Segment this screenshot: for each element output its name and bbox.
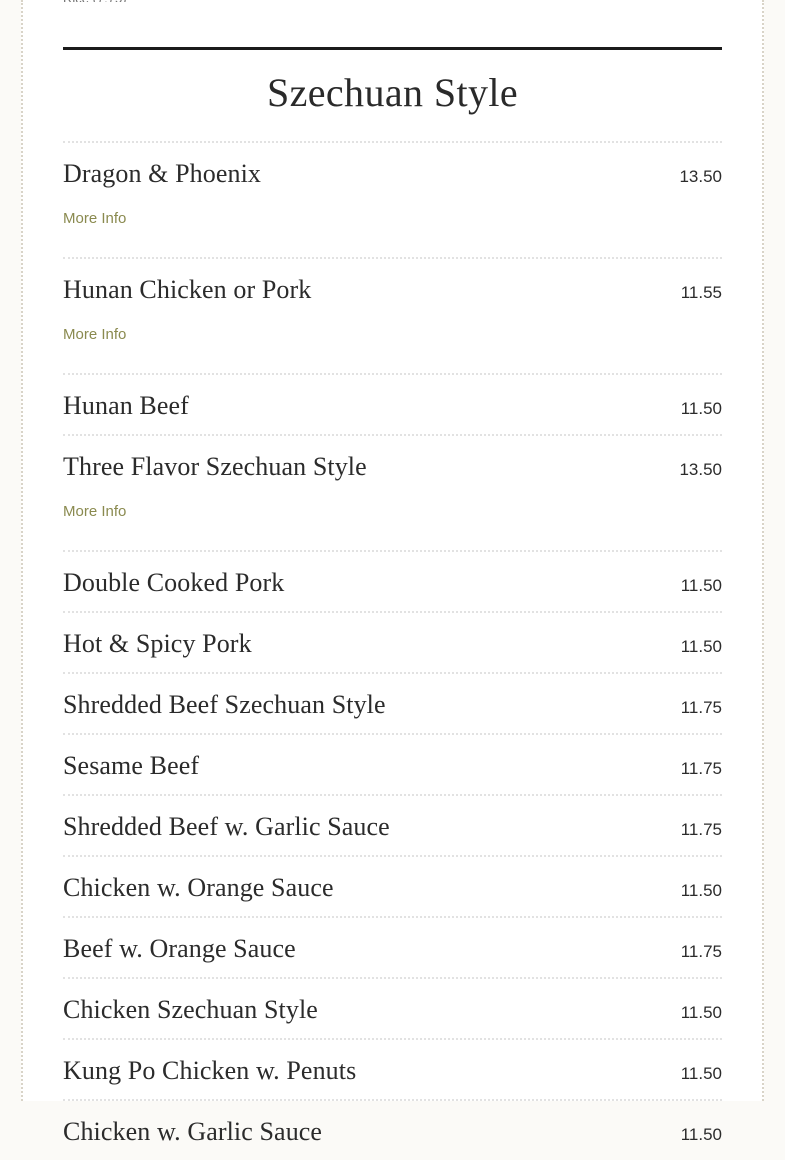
menu-item: Beef w. Orange Sauce 11.75 — [63, 916, 722, 977]
menu-item: Shredded Beef w. Garlic Sauce 11.75 — [63, 794, 722, 855]
menu-page-frame: Rice (7.75) Szechuan Style Dragon & Phoe… — [21, 0, 764, 1146]
menu-item-name: Shredded Beef w. Garlic Sauce — [63, 812, 390, 841]
menu-item-row: Chicken w. Garlic Sauce 11.50 — [63, 1101, 722, 1160]
menu-item-name: Three Flavor Szechuan Style — [63, 452, 367, 481]
page-title: Szechuan Style — [266, 70, 519, 115]
menu-item-price: 11.50 — [680, 1064, 722, 1083]
menu-item-name: Shredded Beef Szechuan Style — [63, 690, 386, 719]
previous-section-remnant: Rice (7.75) — [63, 0, 127, 2]
menu-item: Shredded Beef Szechuan Style 11.75 — [63, 672, 722, 733]
menu-item-price: 13.50 — [679, 460, 722, 479]
menu-item-row: Shredded Beef w. Garlic Sauce 11.75 — [63, 796, 722, 855]
menu-item-price: 11.50 — [680, 637, 722, 656]
menu-item-row: Kung Po Chicken w. Penuts 11.50 — [63, 1040, 722, 1099]
menu-item-price: 11.50 — [680, 576, 722, 595]
more-info-link[interactable]: More Info — [63, 326, 127, 343]
menu-item-price: 11.50 — [680, 1125, 722, 1144]
menu-item-name: Chicken w. Orange Sauce — [63, 873, 334, 902]
menu-item-row: Double Cooked Pork 11.50 — [63, 552, 722, 611]
menu-item: Double Cooked Pork 11.50 — [63, 550, 722, 611]
menu-item-row: Chicken Szechuan Style 11.50 — [63, 979, 722, 1038]
menu-page-content: Rice (7.75) Szechuan Style Dragon & Phoe… — [23, 0, 762, 1146]
menu-item-row: Hot & Spicy Pork 11.50 — [63, 613, 722, 672]
menu-item-row: Dragon & Phoenix 13.50 — [63, 143, 722, 195]
menu-item: Chicken Szechuan Style 11.50 — [63, 977, 722, 1038]
menu-item-row: Sesame Beef 11.75 — [63, 735, 722, 794]
menu-item-price: 11.75 — [680, 698, 722, 717]
menu-item: Hunan Beef 11.50 — [63, 373, 722, 434]
menu-item: Dragon & Phoenix 13.50 More Info — [63, 141, 722, 257]
menu-item-price: 11.50 — [680, 881, 722, 900]
menu-item-name: Hunan Chicken or Pork — [63, 275, 312, 304]
menu-item-row: Chicken w. Orange Sauce 11.50 — [63, 857, 722, 916]
more-info-link[interactable]: More Info — [63, 503, 127, 520]
menu-item: Hot & Spicy Pork 11.50 — [63, 611, 722, 672]
menu-item-price: 11.50 — [680, 1003, 722, 1022]
menu-item-name: Chicken w. Garlic Sauce — [63, 1117, 323, 1146]
menu-item: Three Flavor Szechuan Style 13.50 More Inf… — [63, 434, 722, 550]
menu-item-row: Hunan Chicken or Pork 11.55 — [63, 259, 722, 311]
menu-item-price: 13.50 — [679, 167, 722, 186]
more-info-link[interactable]: More Info — [63, 210, 127, 227]
menu-item-name: Sesame Beef — [63, 751, 200, 780]
menu-item-name: Double Cooked Pork — [63, 568, 285, 597]
section-divider-rule — [63, 47, 722, 50]
menu-item: Sesame Beef 11.75 — [63, 733, 722, 794]
menu-item-row: Shredded Beef Szechuan Style 11.75 — [63, 674, 722, 733]
menu-item: Hunan Chicken or Pork 11.55 More Info — [63, 257, 722, 373]
menu-item-name: Hot & Spicy Pork — [63, 629, 252, 658]
menu-item-price: 11.75 — [680, 942, 722, 961]
menu-item-price: 11.75 — [680, 820, 722, 839]
menu-item-name: Dragon & Phoenix — [63, 159, 262, 188]
menu-item-price: 11.50 — [680, 399, 722, 418]
menu-item-row: Beef w. Orange Sauce 11.75 — [63, 918, 722, 977]
menu-item-row: Three Flavor Szechuan Style 13.50 — [63, 436, 722, 488]
menu-item: Chicken w. Orange Sauce 11.50 — [63, 855, 722, 916]
menu-item: Chicken w. Garlic Sauce 11.50 — [63, 1099, 722, 1160]
menu-item-name: Chicken Szechuan Style — [63, 995, 318, 1024]
menu-item-row: Hunan Beef 11.50 — [63, 375, 722, 434]
menu-item: Kung Po Chicken w. Penuts 11.50 — [63, 1038, 722, 1099]
menu-item-list: Dragon & Phoenix 13.50 More Info Hunan Chic… — [63, 141, 722, 1160]
menu-item-price: 11.55 — [680, 283, 722, 302]
menu-item-name: Kung Po Chicken w. Penuts — [63, 1056, 357, 1085]
menu-item-name: Hunan Beef — [63, 391, 189, 420]
menu-item-price: 11.75 — [680, 759, 722, 778]
menu-item-name: Beef w. Orange Sauce — [63, 934, 296, 963]
